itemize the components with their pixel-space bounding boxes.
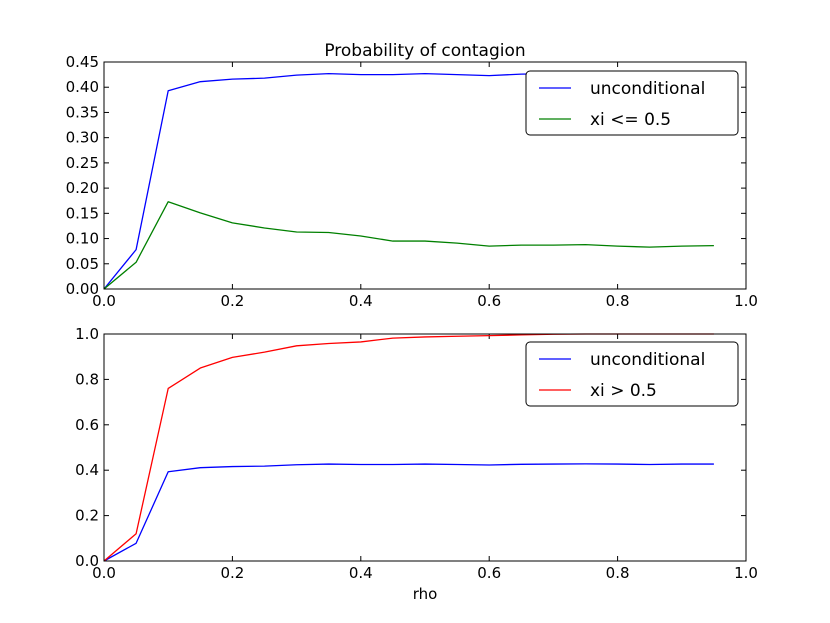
y-tick-label: 0.35 [66, 103, 99, 121]
y-tick-label: 0.0 [75, 552, 99, 570]
y-tick-label: 0.30 [66, 129, 99, 147]
y-tick-label: 0.40 [66, 78, 99, 96]
top-plot-title: Probability of contagion [324, 41, 525, 61]
x-tick-label: 0.8 [606, 292, 630, 310]
x-tick-label: 0.6 [477, 564, 501, 582]
top-plot-border [103, 61, 747, 290]
x-tick-label: 1.0 [734, 292, 758, 310]
x-tick-label: 0.0 [92, 292, 116, 310]
y-tick-label: 0.8 [75, 370, 99, 388]
y-tick-label: 1.0 [75, 325, 99, 343]
bottom-plot: 0.0 0.2 0.4 0.6 0.8 1.0 0.0 0.2 0.4 0.6 0.8 1.0 rho… [75, 325, 758, 603]
series-line-xi-0-5 [103, 201, 714, 290]
top-plot: Probability of contagion 0.0 0.2 0.4 0.6 0.8… [66, 41, 758, 310]
top-legend-box [525, 70, 739, 136]
y-tick-label: 0.00 [66, 280, 99, 298]
bottom-plot-xlabel: rho [413, 585, 438, 603]
x-tick-label: 0.4 [349, 292, 373, 310]
x-tick-label: 0.2 [220, 292, 244, 310]
y-tick-label: 0.15 [66, 204, 99, 222]
top-plot-legend: unconditional xi <= 0.5 [525, 70, 739, 136]
x-tick-label: 0.4 [349, 564, 373, 582]
bottom-plot-border [103, 333, 747, 562]
x-tick-label: 0.2 [220, 564, 244, 582]
bottom-legend-box [525, 341, 739, 407]
y-tick-label: 0.4 [75, 461, 99, 479]
y-tick-label: 0.05 [66, 255, 99, 273]
bottom-legend-label-unconditional: unconditional [590, 350, 705, 370]
y-tick-label: 0.20 [66, 179, 99, 197]
y-tick-label: 0.6 [75, 416, 99, 434]
top-legend-label-unconditional: unconditional [590, 79, 705, 99]
bottom-plot-ticks: 0.0 0.2 0.4 0.6 0.8 1.0 0.0 0.2 0.4 0.6 0.8 1.0 [75, 325, 758, 582]
top-plot-ticks: 0.0 0.2 0.4 0.6 0.8 1.0 0.00 0.05 0.10 0.15 0.20 0.… [66, 53, 758, 310]
y-tick-label: 0.45 [66, 53, 99, 71]
bottom-legend-label-xi-gt: xi > 0.5 [590, 381, 657, 401]
bottom-plot-legend: unconditional xi > 0.5 [525, 341, 739, 407]
y-tick-label: 0.10 [66, 230, 99, 248]
x-tick-label: 1.0 [734, 564, 758, 582]
top-legend-label-xi-le: xi <= 0.5 [590, 110, 671, 130]
x-tick-label: 0.6 [477, 292, 501, 310]
series-line-unconditional [103, 463, 714, 562]
x-tick-label: 0.0 [92, 564, 116, 582]
y-tick-label: 0.2 [75, 507, 99, 525]
y-tick-label: 0.25 [66, 154, 99, 172]
x-tick-label: 0.8 [606, 564, 630, 582]
